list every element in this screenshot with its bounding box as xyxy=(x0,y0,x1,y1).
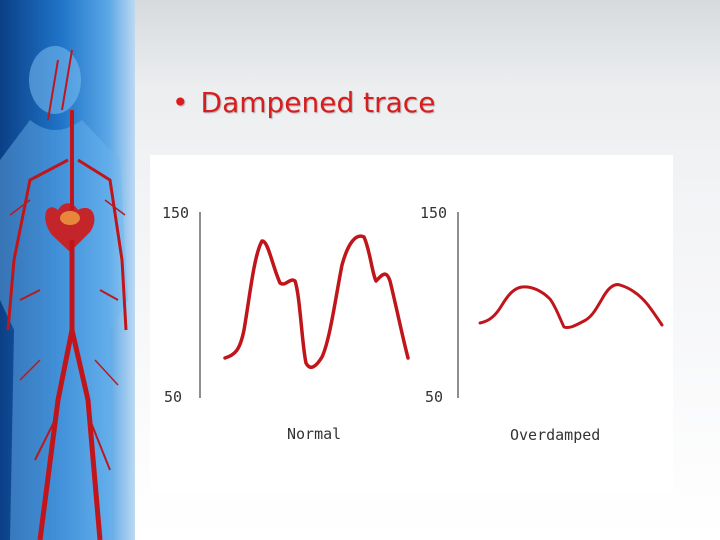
panel-normal: 150 50 Normal xyxy=(162,204,410,443)
bullet-point: • xyxy=(172,86,189,119)
normal-y-top-label: 150 xyxy=(162,204,189,222)
pressure-trace-figure: 150 50 Normal 150 50 Overdamped xyxy=(150,155,673,492)
panel-overdamped: 150 50 Overdamped xyxy=(420,204,664,444)
normal-y-bottom-label: 50 xyxy=(164,388,182,406)
normal-caption: Normal xyxy=(287,425,341,443)
overdamped-trace xyxy=(478,283,664,329)
overdamped-y-top-label: 150 xyxy=(420,204,447,222)
overdamped-y-bottom-label: 50 xyxy=(425,388,443,406)
normal-trace xyxy=(223,234,410,369)
overdamped-caption: Overdamped xyxy=(510,426,600,444)
title-text: Dampened trace xyxy=(200,86,436,119)
circulatory-system-image xyxy=(0,0,135,540)
slide-title: • Dampened trace xyxy=(172,86,435,119)
header-background xyxy=(135,0,720,150)
